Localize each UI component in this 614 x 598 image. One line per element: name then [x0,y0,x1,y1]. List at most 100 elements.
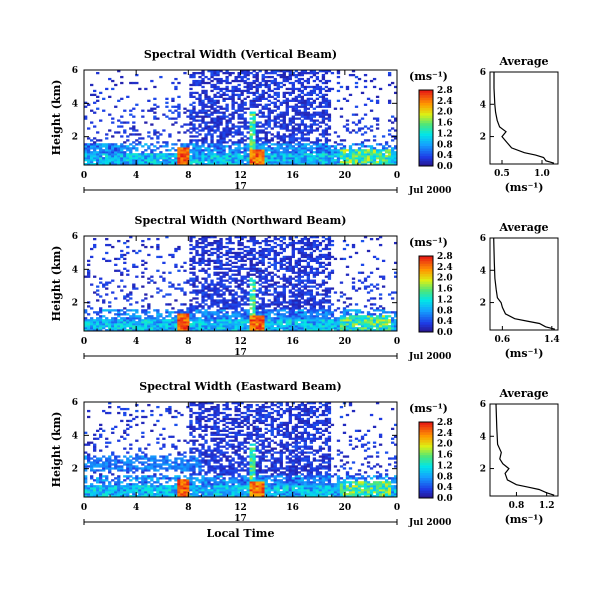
heatmap-cell [252,239,256,243]
heatmap-cell [327,89,332,93]
heatmap-cell [321,133,326,136]
heatmap-cell [219,145,223,148]
heatmap-cell [234,129,238,132]
heatmap-cell [264,105,268,108]
heatmap-cell [123,325,127,328]
heatmap-cell [210,103,214,106]
heatmap-cell [300,151,304,154]
heatmap-cell [129,155,133,158]
heatmap-cell [360,141,365,144]
heatmap-cell [192,119,196,122]
heatmap-cell [195,239,199,243]
heatmap-cell [300,163,304,166]
heatmap-cell [102,485,106,488]
heatmap-cell [330,163,335,166]
heatmap-cell [300,325,304,328]
heatmap-cell [177,149,181,152]
heatmap-cell [387,71,392,75]
heatmap-cell [297,311,301,314]
heatmap-cell [291,239,295,243]
heatmap-cell [189,149,193,152]
heatmap-cell [324,131,329,134]
heatmap-cell [189,123,193,126]
heatmap-cell [219,311,223,314]
heatmap-cell [210,157,214,160]
heatmap-cell [231,319,235,322]
heatmap-cell [252,327,256,330]
heatmap-cell [96,289,100,292]
heatmap-cell [336,89,341,93]
heatmap-cell [261,91,265,95]
heatmap-cell [234,155,238,158]
heatmap-cell [144,313,148,316]
heatmap-cell [177,317,181,320]
x-tick-label: 0 [394,171,400,181]
heatmap-cell [216,127,220,130]
heatmap-cell [207,95,211,99]
heatmap-cell [246,249,250,253]
heatmap-cell [327,115,332,118]
heatmap-cell [192,115,196,118]
heatmap-cell [204,157,208,160]
heatmap-cell [153,163,157,166]
heatmap-cell [90,159,94,162]
heatmap-cell [234,315,238,318]
heatmap-cell [183,311,187,314]
heatmap-cell [357,143,362,146]
heatmap-cell [237,163,241,166]
heatmap-cell [99,143,103,146]
heatmap-cell [357,161,362,164]
heatmap-cell [210,311,214,314]
heatmap-cell [291,271,295,274]
heatmap-cell [279,321,283,324]
heatmap-cell [246,87,250,91]
heatmap-cell [135,327,139,330]
heatmap-cell [306,275,311,278]
heatmap-cell [132,81,136,85]
heatmap-cell [348,153,353,156]
heatmap-cell [264,79,268,83]
heatmap-cell [336,153,341,156]
heatmap-cell [216,253,220,257]
heatmap-cell [270,283,274,286]
heatmap-cell [309,327,314,330]
heatmap-cell [129,151,133,154]
heatmap-cell [117,309,121,312]
heatmap-cell [213,293,217,296]
heatmap-cell [339,139,344,142]
heatmap-cell [240,315,244,318]
heatmap-cell [249,247,253,251]
heatmap-cell [105,461,109,464]
heatmap-cell [255,281,259,284]
heatmap-cell [225,305,229,308]
heatmap-cell [342,313,347,316]
heatmap-cell [306,303,311,306]
heatmap-cell [216,70,220,73]
heatmap-cell [129,327,133,330]
heatmap-cell [144,317,148,320]
heatmap-cell [318,113,323,116]
heatmap-cell [219,151,223,154]
heatmap-cell [207,105,211,108]
heatmap-cell [279,267,283,270]
heatmap-cell [129,147,133,150]
heatmap-cell [303,287,308,290]
heatmap-cell [243,263,247,266]
heatmap-cell [87,155,91,158]
heatmap-cell [318,85,323,89]
heatmap-cell [357,317,362,320]
heatmap-cell [300,101,304,104]
heatmap-cell [258,151,262,154]
heatmap-cell [303,129,308,132]
heatmap-cell [372,117,377,120]
heatmap-cell [150,325,154,328]
heatmap-cell [285,255,289,259]
heatmap-cell [183,111,187,114]
heatmap-cell [171,311,175,314]
heatmap-cell [243,121,247,124]
heatmap-cell [294,307,298,310]
heatmap-cell [288,327,292,330]
heatmap-cell [210,289,214,292]
heatmap-cell [306,91,311,95]
heatmap-cell [195,321,199,324]
